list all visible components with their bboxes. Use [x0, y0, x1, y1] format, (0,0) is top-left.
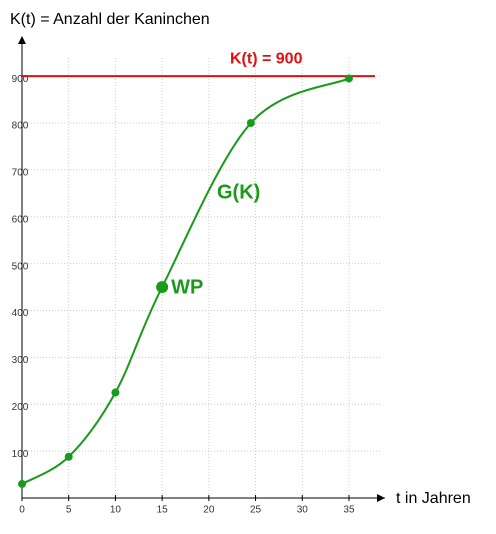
y-tick-label: 100 — [12, 449, 29, 460]
x-tick-label: 5 — [66, 505, 72, 516]
y-tick-label: 600 — [12, 214, 29, 225]
series-label: G(K) — [217, 181, 260, 203]
y-axis-arrow — [18, 36, 26, 44]
x-tick-label: 10 — [110, 505, 122, 516]
x-tick-label: 30 — [297, 505, 309, 516]
y-tick-label: 800 — [12, 121, 29, 132]
x-tick-label: 20 — [203, 505, 215, 516]
point-label: WP — [171, 276, 203, 298]
point — [18, 479, 26, 488]
x-axis-arrow — [377, 494, 385, 502]
point — [111, 388, 120, 397]
limit-label: K(t) = 900 — [230, 50, 303, 67]
y-tick-label: 400 — [12, 308, 29, 319]
inflection-point — [156, 281, 169, 294]
point — [64, 452, 73, 461]
x-tick-label: 0 — [19, 505, 25, 516]
point — [344, 74, 353, 83]
y-tick-label: 700 — [12, 168, 29, 179]
y-axis-title: K(t) = Anzahl der Kaninchen — [10, 11, 210, 28]
y-tick-label: 900 — [12, 74, 29, 85]
x-tick-label: 35 — [343, 505, 355, 516]
y-tick-label: 300 — [12, 355, 29, 366]
x-tick-label: 25 — [250, 505, 262, 516]
x-axis-title: t in Jahren — [396, 490, 471, 507]
y-tick-label: 500 — [12, 261, 29, 272]
x-tick-label: 15 — [157, 505, 169, 516]
point — [246, 119, 255, 127]
y-tick-label: 200 — [12, 402, 29, 413]
